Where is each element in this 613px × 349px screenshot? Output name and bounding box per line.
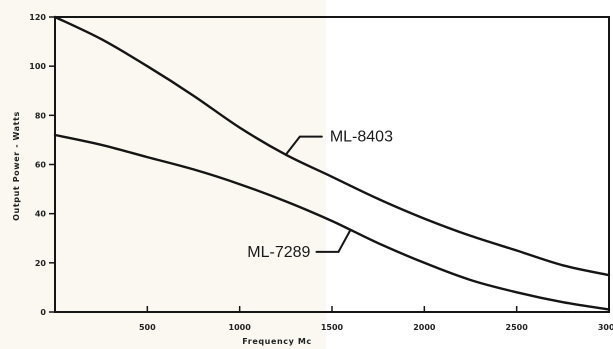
- plot-area: ML-8403 ML-7289: [53, 15, 611, 311]
- y-tick-label: 100: [29, 62, 46, 71]
- y-tick-label: 120: [29, 13, 46, 22]
- x-tick-label: 3000: [598, 323, 613, 332]
- y-tick-label: 0: [40, 308, 46, 317]
- x-tick-label: 2500: [506, 323, 529, 332]
- x-axis-title: Frequency Mc: [242, 337, 312, 346]
- series-line-ml-8403: [53, 15, 611, 277]
- series-line-ml-7289: [53, 133, 611, 311]
- y-tick-label: 60: [35, 161, 47, 170]
- x-tick-label: 1000: [229, 323, 252, 332]
- y-tick-label: 40: [35, 210, 47, 219]
- x-tick-label: 1500: [321, 323, 344, 332]
- x-tick-label: 2000: [413, 323, 436, 332]
- leader-line-ml-7289: [315, 228, 352, 253]
- series-label-ml-8403: ML-8403: [330, 129, 393, 146]
- y-tick-label: 80: [35, 111, 47, 120]
- x-tick-label: 500: [139, 323, 156, 332]
- y-tick-label: 20: [35, 259, 47, 268]
- axes: 0 20 40 60 80 100 120 500 1000 1500 2000 2500 3000: [29, 13, 613, 332]
- leader-line-ml-8403: [284, 135, 323, 156]
- series-label-ml-7289: ML-7289: [247, 244, 310, 261]
- y-axis-title: Output Power - Watts: [12, 111, 21, 221]
- paper-tint: [0, 0, 326, 349]
